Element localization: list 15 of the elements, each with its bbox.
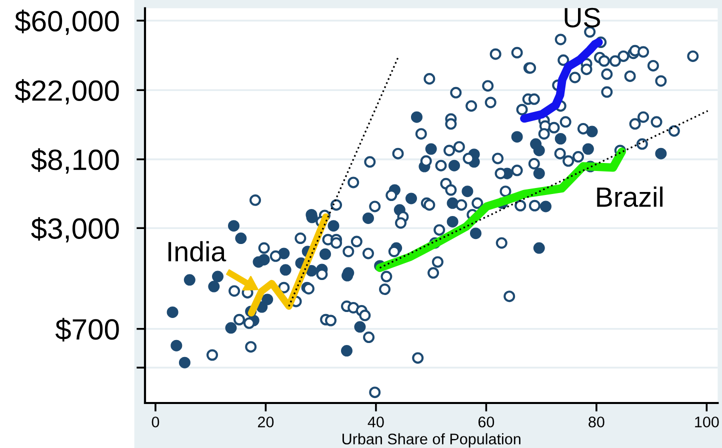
y-tick-label: $700 xyxy=(55,318,119,342)
y-tick-label: $3,000 xyxy=(31,217,119,242)
x-tick-label: 0 xyxy=(152,416,160,428)
x-tick-label: 20 xyxy=(258,416,274,428)
annotation: Brazil xyxy=(597,186,663,207)
x-tick-label: 100 xyxy=(695,416,719,428)
x-tick-label: 40 xyxy=(368,416,384,428)
y-tick-label: $22,000 xyxy=(14,79,119,104)
x-axis-title: Urban Share of Population xyxy=(342,433,520,448)
annotation: India xyxy=(168,241,226,262)
y-tick-label: $60,000 xyxy=(14,10,119,35)
y-tick-label: $8,100 xyxy=(31,148,119,174)
x-tick-label: 60 xyxy=(478,416,494,428)
annotation: US xyxy=(564,8,600,28)
x-tick-label: 80 xyxy=(588,416,604,428)
